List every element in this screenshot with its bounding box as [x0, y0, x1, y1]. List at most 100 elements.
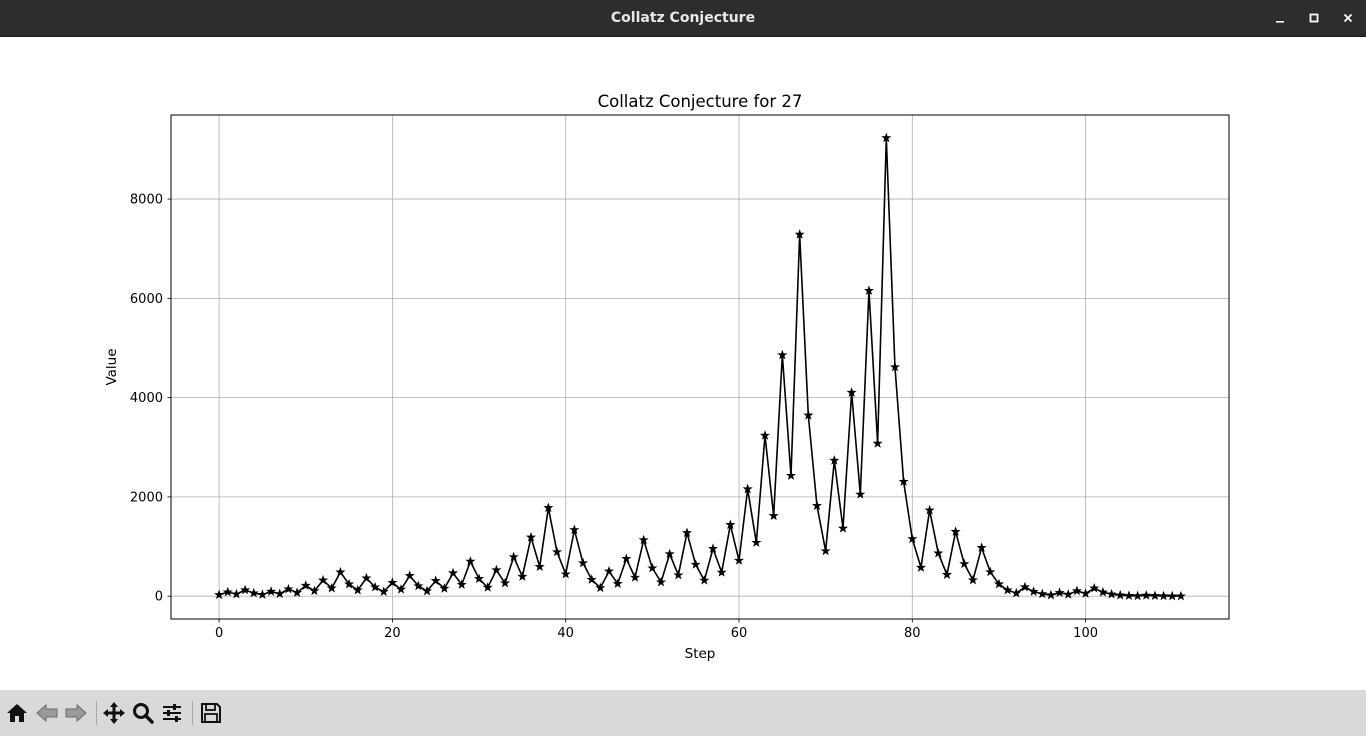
data-point-marker [1123, 590, 1134, 600]
data-point-marker [699, 575, 710, 585]
data-point-marker [629, 572, 641, 582]
data-point-marker [1167, 590, 1178, 601]
data-point-marker [777, 349, 788, 360]
data-point-marker [586, 574, 597, 584]
data-point-marker [924, 504, 935, 515]
minimize-icon [1276, 21, 1284, 23]
data-point-marker [569, 524, 580, 535]
data-point-marker [309, 585, 320, 596]
data-point-marker [1002, 584, 1013, 595]
data-point-marker [1071, 585, 1082, 596]
x-tick-label: 20 [384, 626, 401, 641]
x-tick-label: 100 [1073, 626, 1098, 641]
magnifier-icon [133, 703, 154, 724]
x-tick-label: 80 [904, 626, 921, 641]
data-point-marker [863, 285, 874, 295]
data-point-marker [577, 557, 589, 568]
data-point-marker [881, 132, 892, 143]
data-point-marker [534, 561, 545, 572]
data-point-marker [413, 580, 424, 591]
data-point-marker [396, 584, 407, 594]
maximize-button[interactable] [1297, 0, 1331, 36]
data-point-marker [612, 578, 623, 588]
data-point-marker [326, 582, 337, 593]
data-point-marker [283, 583, 294, 594]
configure-subplots-button[interactable] [159, 700, 185, 726]
data-point-marker [829, 455, 840, 465]
data-point-marker [785, 470, 797, 480]
axes-frame [170, 114, 1230, 620]
home-button[interactable] [4, 700, 30, 726]
data-point-marker [1175, 590, 1186, 601]
data-point-marker [274, 588, 285, 599]
x-tick-label: 60 [731, 626, 748, 641]
figure-canvas[interactable]: 0 20 40 60 80 100 0 2000 4000 6000 8000 Collatz Co… [0, 37, 1366, 690]
zoom-button[interactable] [130, 700, 156, 726]
data-point-marker [257, 589, 268, 599]
data-point-marker [950, 526, 961, 536]
x-tick-label: 0 [215, 626, 223, 641]
data-point-marker [560, 568, 571, 579]
data-point-marker [456, 579, 467, 589]
data-point-marker [439, 583, 450, 593]
data-point-marker [526, 532, 537, 542]
data-point-marker [1028, 586, 1039, 596]
data-point-marker [318, 574, 329, 585]
pan-button[interactable] [101, 700, 127, 726]
forward-arrow-icon [65, 703, 87, 723]
close-button[interactable] [1331, 0, 1365, 36]
data-point-marker [655, 576, 667, 587]
data-point-marker [1045, 589, 1056, 600]
data-point-marker [508, 551, 519, 562]
data-point-marker [551, 546, 563, 557]
data-point-marker [621, 553, 632, 564]
data-point-marker [794, 229, 805, 239]
x-tick-label: 40 [557, 626, 574, 641]
data-point-marker [1158, 590, 1169, 601]
data-point-marker [500, 577, 511, 588]
data-point-marker [898, 476, 909, 486]
data-point-marker [422, 585, 433, 596]
data-point-marker [803, 410, 814, 420]
data-point-marker [300, 580, 311, 590]
y-axis-label: Value [104, 348, 120, 385]
data-point-marker [344, 578, 355, 589]
back-button[interactable] [34, 700, 60, 726]
data-point-marker [889, 361, 900, 372]
data-point-marker [907, 533, 918, 544]
data-point-marker [985, 566, 996, 577]
save-button[interactable] [198, 700, 224, 726]
data-point-marker [240, 584, 251, 595]
minimize-button[interactable] [1263, 0, 1297, 36]
toolbar-separator [96, 701, 97, 725]
data-point-marker [768, 510, 779, 521]
series-line [218, 137, 1181, 597]
data-point-marker [1141, 590, 1152, 600]
data-point-marker [733, 555, 745, 565]
axis-ticks: 0 20 40 60 80 100 0 2000 4000 6000 8000 [130, 193, 1098, 641]
forward-button[interactable] [63, 700, 89, 726]
data-point-marker [647, 562, 658, 573]
data-point-marker [1054, 587, 1065, 597]
data-point-marker [855, 489, 866, 499]
data-point-marker [387, 577, 398, 587]
series-polyline [218, 137, 1181, 597]
data-point-marker [603, 565, 615, 576]
data-point-marker [941, 569, 952, 579]
data-point-marker [292, 587, 303, 597]
data-point-marker [681, 527, 693, 538]
data-point-marker [266, 586, 277, 596]
data-markers [214, 132, 1186, 601]
navigation-toolbar [0, 690, 1366, 736]
data-point-marker [491, 564, 502, 575]
line-chart: 0 20 40 60 80 100 0 2000 4000 6000 8000 Collatz Co… [104, 92, 1230, 662]
back-arrow-icon [36, 703, 58, 723]
data-point-marker [1132, 590, 1143, 601]
data-point-marker [335, 566, 346, 577]
data-point-marker [352, 584, 363, 595]
data-point-marker [1037, 588, 1048, 599]
data-point-marker [231, 588, 242, 599]
data-point-marker [595, 582, 606, 593]
data-point-marker [543, 502, 554, 513]
close-icon [1343, 13, 1353, 23]
